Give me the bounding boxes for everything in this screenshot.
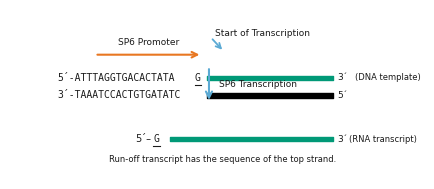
Text: 5´-ATTTAGGTGACACTATA: 5´-ATTTAGGTGACACTATA — [58, 73, 175, 83]
Text: 3´: 3´ — [337, 74, 347, 82]
Text: SP6 Promoter: SP6 Promoter — [118, 38, 179, 47]
Text: 3´: 3´ — [337, 135, 347, 144]
Text: G: G — [154, 134, 159, 144]
Text: 3´-TAAATCCACTGTGATATC: 3´-TAAATCCACTGTGATATC — [58, 91, 181, 100]
Text: Run-off transcript has the sequence of the top strand.: Run-off transcript has the sequence of t… — [109, 155, 336, 164]
Text: G: G — [195, 73, 201, 83]
Text: SP6 Transcription: SP6 Transcription — [219, 80, 297, 89]
Text: (DNA template): (DNA template) — [355, 74, 421, 82]
Text: 5´–: 5´– — [135, 134, 151, 144]
Text: Start of Transcription: Start of Transcription — [215, 29, 310, 38]
Text: (RNA transcript): (RNA transcript) — [349, 135, 417, 144]
Text: 5´: 5´ — [337, 91, 347, 100]
